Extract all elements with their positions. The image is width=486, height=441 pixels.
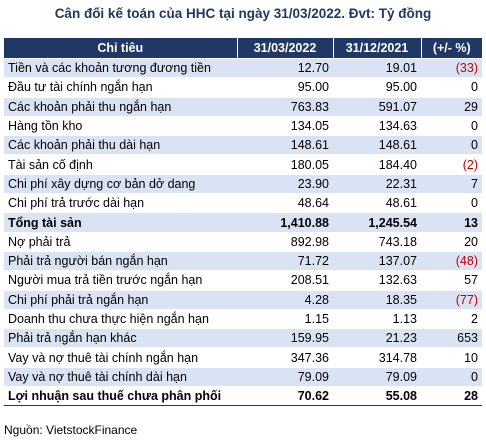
table-row: Các khoản phải thu ngắn hạn 763.83 591.07 2… (4, 96, 482, 117)
change-percent: (33) (421, 57, 482, 78)
row-label: Vay và nợ thuê tài chính ngắn hạn (4, 347, 237, 368)
value-31-12-2021: 48.61 (333, 193, 421, 213)
row-label: Doanh thu chưa thực hiện ngắn hạn (4, 308, 237, 329)
value-31-03-2022: 180.05 (237, 154, 333, 175)
value-31-12-2021: 134.63 (333, 115, 421, 136)
row-label: Phải trả ngắn hạn khác (4, 328, 237, 348)
value-31-03-2022: 48.64 (237, 193, 333, 213)
table-row: Tiền và các khoản tương đương tiền 12.70 1… (4, 57, 482, 78)
value-31-12-2021: 79.09 (333, 366, 421, 387)
value-31-03-2022: 1,410.88 (237, 212, 333, 233)
source-note: Nguồn: VietstockFinance (4, 423, 138, 437)
row-label: Chi phí phải trả ngắn hạn (4, 289, 237, 310)
table-row: Tổng tài sản 1,410.88 1,245.54 13 (4, 212, 482, 233)
row-label: Nợ phải trả (4, 231, 237, 252)
value-31-03-2022: 1.15 (237, 308, 333, 329)
value-31-03-2022: 12.70 (237, 57, 333, 78)
table-row: Tài sản cố định 180.05 184.40 (2) (4, 154, 482, 175)
table-row: Người mua trả tiền trước ngắn hạn 208.51 1… (4, 270, 482, 291)
value-31-03-2022: 148.61 (237, 135, 333, 155)
table-row: Nợ phải trả 892.98 743.18 20 (4, 231, 482, 252)
value-31-03-2022: 4.28 (237, 289, 333, 310)
table-row: Chi phí xây dựng cơ bản dở dang 23.90 22.3… (4, 173, 482, 194)
row-label: Chi phí trả trước dài hạn (4, 193, 237, 213)
change-percent: 2 (421, 308, 482, 329)
value-31-03-2022: 208.51 (237, 270, 333, 291)
value-31-03-2022: 763.83 (237, 96, 333, 117)
row-label: Tài sản cố định (4, 154, 237, 175)
value-31-03-2022: 892.98 (237, 231, 333, 252)
change-percent: 13 (421, 212, 482, 233)
row-label: Lợi nhuận sau thuế chưa phân phối (4, 386, 237, 407)
row-label: Các khoản phải thu ngắn hạn (4, 96, 237, 117)
change-percent: (48) (421, 250, 482, 271)
value-31-12-2021: 95.00 (333, 77, 421, 98)
table-body: Tiền và các khoản tương đương tiền 12.70 1… (4, 57, 482, 407)
value-31-12-2021: 19.01 (333, 57, 421, 78)
table-row: Chi phí trả trước dài hạn 48.64 48.61 0 (4, 193, 482, 213)
value-31-12-2021: 148.61 (333, 135, 421, 155)
change-percent: (2) (421, 154, 482, 175)
row-label: Vay và nợ thuê tài chính dài hạn (4, 366, 237, 387)
header-row: Chỉ tiêu 31/03/2022 31/12/2021 (+/- %) (4, 38, 482, 59)
change-percent: 57 (421, 270, 482, 291)
row-label: Tổng tài sản (4, 212, 237, 233)
value-31-12-2021: 55.08 (333, 386, 421, 407)
change-percent: 29 (421, 96, 482, 117)
table-row: Hàng tồn kho 134.05 134.63 0 (4, 115, 482, 136)
column-header-date-2: 31/12/2021 (333, 38, 422, 59)
row-label: Đầu tư tài chính ngắn hạn (4, 77, 237, 98)
value-31-12-2021: 743.18 (333, 231, 421, 252)
value-31-12-2021: 22.31 (333, 173, 421, 194)
value-31-12-2021: 314.78 (333, 347, 421, 368)
value-31-12-2021: 1,245.54 (333, 212, 421, 233)
table-row: Phải trả ngắn hạn khác 159.95 21.23 653 (4, 328, 482, 348)
table-row: Các khoản phải thu dài hạn 148.61 148.61 0 (4, 135, 482, 155)
change-percent: 7 (421, 173, 482, 194)
row-label: Tiền và các khoản tương đương tiền (4, 57, 237, 78)
table-row: Vay và nợ thuê tài chính ngắn hạn 347.36 3… (4, 347, 482, 368)
value-31-12-2021: 184.40 (333, 154, 421, 175)
table-row: Đầu tư tài chính ngắn hạn 95.00 95.00 0 (4, 77, 482, 98)
change-percent: 20 (421, 231, 482, 252)
value-31-03-2022: 159.95 (237, 328, 333, 348)
value-31-12-2021: 137.07 (333, 250, 421, 271)
change-percent: 0 (421, 193, 482, 213)
value-31-03-2022: 347.36 (237, 347, 333, 368)
table-row: Lợi nhuận sau thuế chưa phân phối 70.62 55… (4, 386, 482, 407)
table-row: Phải trả người bán ngắn hạn 71.72 137.07 (4… (4, 250, 482, 271)
row-label: Chi phí xây dựng cơ bản dở dang (4, 173, 237, 194)
column-header-date-1: 31/03/2022 (237, 38, 334, 59)
row-label: Hàng tồn kho (4, 115, 237, 136)
change-percent: 10 (421, 347, 482, 368)
value-31-03-2022: 79.09 (237, 366, 333, 387)
table-row: Doanh thu chưa thực hiện ngắn hạn 1.15 1.1… (4, 308, 482, 329)
change-percent: 28 (421, 386, 482, 407)
value-31-03-2022: 134.05 (237, 115, 333, 136)
value-31-12-2021: 132.63 (333, 270, 421, 291)
row-label: Các khoản phải thu dài hạn (4, 135, 237, 155)
column-header-change: (+/- %) (421, 38, 482, 59)
value-31-03-2022: 95.00 (237, 77, 333, 98)
column-header-item: Chỉ tiêu (4, 38, 238, 59)
value-31-12-2021: 591.07 (333, 96, 421, 117)
value-31-12-2021: 21.23 (333, 328, 421, 348)
row-label: Người mua trả tiền trước ngắn hạn (4, 270, 237, 291)
row-label: Phải trả người bán ngắn hạn (4, 250, 237, 271)
table-row: Chi phí phải trả ngắn hạn 4.28 18.35 (77) (4, 289, 482, 310)
value-31-12-2021: 18.35 (333, 289, 421, 310)
value-31-03-2022: 23.90 (237, 173, 333, 194)
value-31-03-2022: 71.72 (237, 250, 333, 271)
value-31-03-2022: 70.62 (237, 386, 333, 407)
change-percent: (77) (421, 289, 482, 310)
change-percent: 0 (421, 135, 482, 155)
table-title: Cân đối kế toán của HHC tại ngày 31/03/2… (54, 6, 432, 21)
change-percent: 0 (421, 366, 482, 387)
change-percent: 653 (421, 328, 482, 348)
change-percent: 0 (421, 77, 482, 98)
table-row: Vay và nợ thuê tài chính dài hạn 79.09 79.… (4, 366, 482, 387)
balance-sheet-table: Chỉ tiêu 31/03/2022 31/12/2021 (+/- %) T… (4, 38, 482, 407)
value-31-12-2021: 1.13 (333, 308, 421, 329)
change-percent: 0 (421, 115, 482, 136)
